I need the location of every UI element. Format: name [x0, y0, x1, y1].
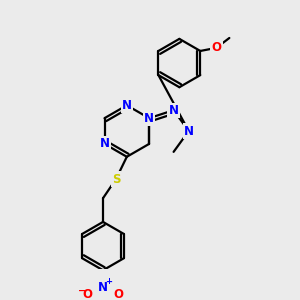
Text: O: O [82, 288, 93, 300]
Text: −: − [78, 285, 86, 296]
Text: N: N [184, 124, 194, 137]
Text: N: N [98, 281, 108, 294]
Text: N: N [144, 112, 154, 125]
Text: S: S [112, 172, 120, 185]
Text: N: N [100, 137, 110, 150]
Text: O: O [113, 288, 124, 300]
Text: N: N [169, 104, 178, 117]
Text: N: N [122, 99, 132, 112]
Text: +: + [105, 277, 112, 286]
Text: N: N [144, 112, 154, 125]
Text: O: O [212, 41, 221, 54]
